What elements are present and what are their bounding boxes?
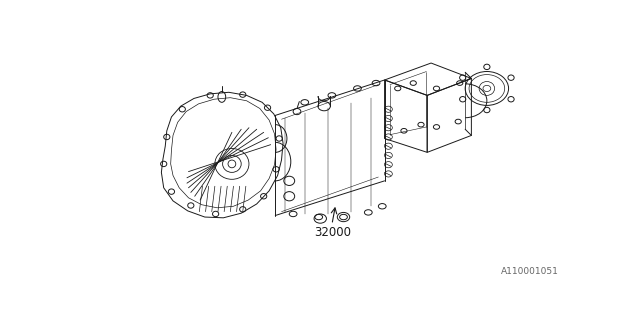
Text: A110001051: A110001051 [501, 267, 559, 276]
Text: 32000: 32000 [314, 226, 351, 239]
